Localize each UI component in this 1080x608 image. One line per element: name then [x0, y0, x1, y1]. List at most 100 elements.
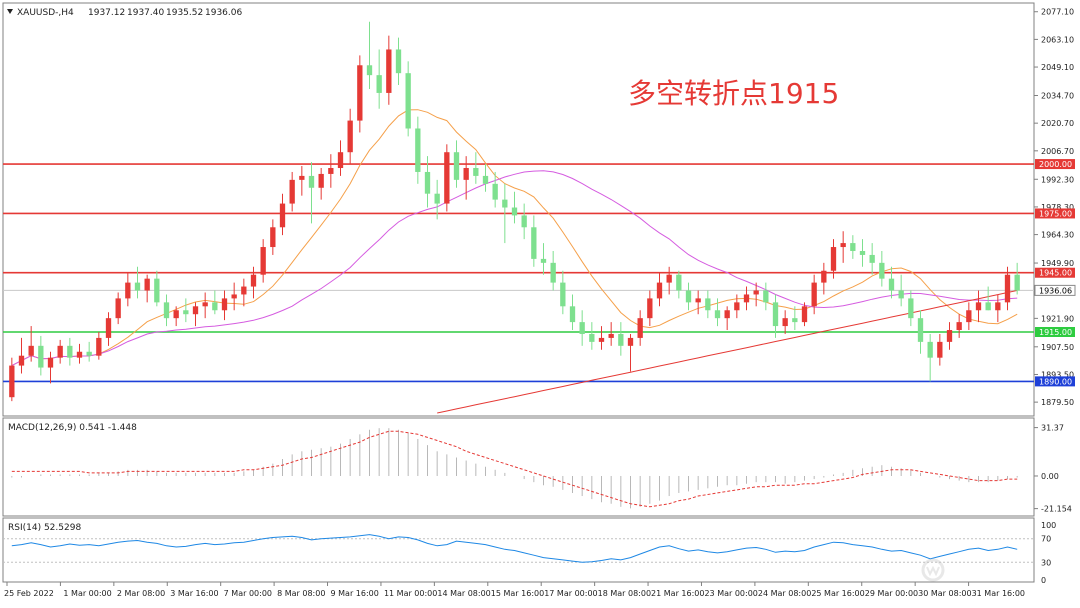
- candle[interactable]: [937, 333, 943, 366]
- candle[interactable]: [685, 282, 692, 311]
- candle[interactable]: [995, 294, 1001, 323]
- candle[interactable]: [560, 270, 566, 315]
- candle[interactable]: [608, 322, 614, 346]
- candle[interactable]: [212, 290, 218, 315]
- candle[interactable]: [231, 282, 237, 311]
- candle[interactable]: [357, 55, 363, 133]
- candle[interactable]: [434, 179, 440, 220]
- candle[interactable]: [705, 290, 711, 319]
- candle[interactable]: [415, 116, 421, 184]
- candle[interactable]: [540, 243, 547, 275]
- candle[interactable]: [753, 282, 759, 307]
- candle[interactable]: [308, 162, 315, 224]
- candle[interactable]: [511, 191, 518, 224]
- candle[interactable]: [627, 333, 634, 372]
- candle[interactable]: [869, 243, 875, 275]
- candle[interactable]: [908, 290, 914, 327]
- candle[interactable]: [18, 337, 25, 374]
- candle[interactable]: [734, 294, 740, 319]
- candle[interactable]: [898, 274, 904, 307]
- candle[interactable]: [192, 302, 199, 327]
- candle[interactable]: [598, 326, 605, 350]
- candle[interactable]: [299, 166, 305, 196]
- candle[interactable]: [792, 306, 798, 331]
- candle[interactable]: [1004, 266, 1011, 311]
- candle[interactable]: [463, 156, 469, 200]
- candle[interactable]: [260, 239, 266, 283]
- candle[interactable]: [946, 322, 953, 350]
- candle[interactable]: [859, 239, 866, 267]
- candle[interactable]: [917, 310, 924, 354]
- candle[interactable]: [173, 306, 179, 327]
- candle[interactable]: [347, 108, 353, 165]
- candle[interactable]: [879, 250, 885, 287]
- candle[interactable]: [724, 306, 730, 331]
- candle[interactable]: [134, 266, 141, 299]
- candle[interactable]: [482, 164, 489, 192]
- candle[interactable]: [270, 219, 276, 255]
- candle[interactable]: [86, 341, 92, 362]
- candle[interactable]: [569, 294, 576, 331]
- candle[interactable]: [444, 144, 450, 212]
- candle[interactable]: [927, 333, 933, 382]
- candle[interactable]: [221, 290, 228, 321]
- candle[interactable]: [966, 302, 972, 331]
- candle[interactable]: [531, 215, 537, 267]
- candle[interactable]: [801, 302, 808, 327]
- candle[interactable]: [579, 310, 585, 346]
- candle[interactable]: [618, 322, 624, 356]
- candle[interactable]: [154, 270, 160, 307]
- candle[interactable]: [337, 140, 344, 176]
- candle[interactable]: [424, 156, 431, 208]
- candle[interactable]: [589, 322, 595, 350]
- candle[interactable]: [695, 290, 701, 315]
- candle[interactable]: [772, 294, 779, 338]
- candle[interactable]: [386, 35, 392, 105]
- candle[interactable]: [76, 343, 83, 364]
- candle[interactable]: [96, 331, 102, 360]
- candle[interactable]: [250, 266, 257, 299]
- candle[interactable]: [241, 278, 247, 307]
- candle[interactable]: [666, 266, 672, 295]
- candle[interactable]: [163, 294, 170, 327]
- candle[interactable]: [676, 270, 682, 299]
- candle[interactable]: [502, 183, 508, 244]
- candle[interactable]: [453, 140, 460, 188]
- candle[interactable]: [202, 292, 208, 319]
- candle[interactable]: [57, 339, 63, 364]
- dropdown-triangle-icon[interactable]: [7, 9, 13, 14]
- candle[interactable]: [279, 193, 286, 236]
- candle[interactable]: [811, 274, 817, 315]
- candle[interactable]: [28, 326, 34, 362]
- candle[interactable]: [473, 152, 479, 184]
- candle[interactable]: [366, 21, 373, 89]
- candle[interactable]: [956, 314, 962, 338]
- candle[interactable]: [183, 298, 189, 323]
- candle[interactable]: [492, 171, 498, 208]
- candle[interactable]: [405, 61, 411, 137]
- candle[interactable]: [125, 272, 131, 307]
- candle[interactable]: [328, 154, 334, 188]
- candle[interactable]: [637, 310, 643, 346]
- candle[interactable]: [985, 286, 991, 311]
- candle[interactable]: [888, 266, 895, 299]
- candle[interactable]: [840, 231, 846, 263]
- candle[interactable]: [38, 335, 44, 376]
- candle[interactable]: [289, 171, 295, 212]
- candle[interactable]: [318, 168, 324, 200]
- candle[interactable]: [975, 290, 982, 323]
- candle[interactable]: [105, 312, 112, 346]
- candle[interactable]: [115, 292, 121, 325]
- candle[interactable]: [850, 235, 856, 259]
- candle[interactable]: [144, 274, 150, 303]
- candle[interactable]: [821, 262, 827, 295]
- candle[interactable]: [714, 298, 721, 327]
- candle[interactable]: [656, 272, 663, 307]
- candle[interactable]: [376, 49, 382, 109]
- candle[interactable]: [763, 282, 769, 311]
- candle[interactable]: [830, 239, 837, 279]
- candle[interactable]: [521, 203, 527, 240]
- candle[interactable]: [395, 37, 402, 86]
- candle[interactable]: [647, 290, 653, 327]
